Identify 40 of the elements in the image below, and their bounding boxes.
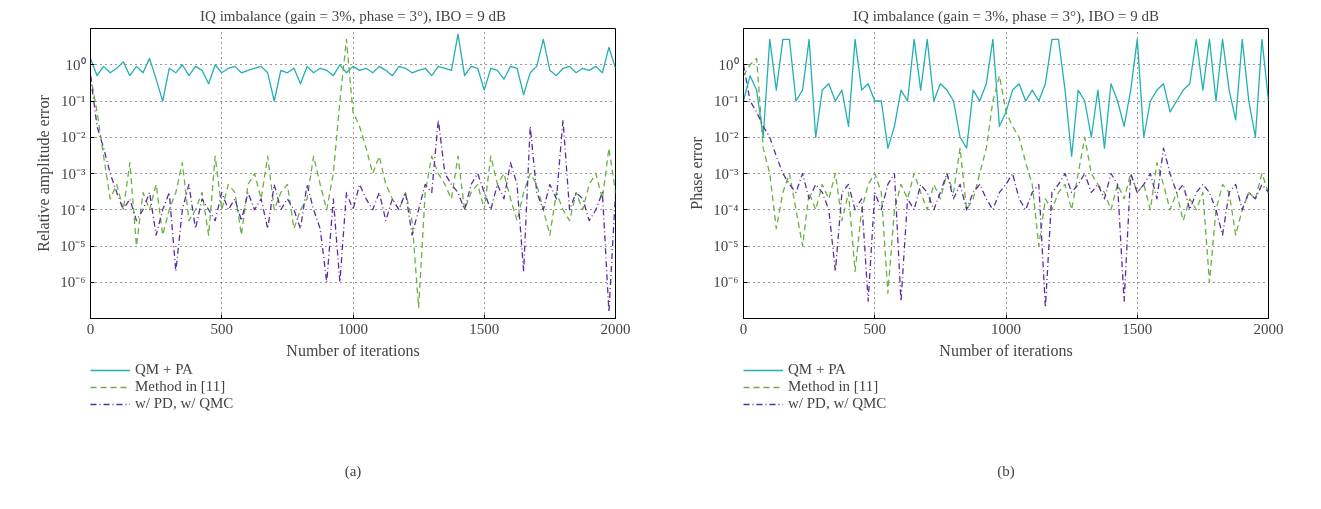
x-tick-label: 500	[210, 320, 233, 337]
line-series	[743, 38, 1269, 157]
legend-label: Method in [11]	[788, 378, 879, 395]
legend-label: QM + PA	[135, 361, 193, 378]
y-axis-title: Phase error	[688, 136, 706, 210]
x-axis-title: Number of iterations	[286, 341, 420, 359]
y-tick-label: 10⁻³	[61, 165, 86, 182]
chart-title: IQ imbalance (gain = 3%, phase = 3°), IBO = 9 dB	[200, 7, 506, 25]
x-tick-label: 0	[86, 320, 95, 337]
y-tick-label: 10⁻²	[61, 129, 86, 146]
x-tick-label: 1000	[991, 320, 1021, 337]
text: (b)	[997, 463, 1015, 481]
legend-label: w/ PD, w/ QMC	[135, 395, 234, 412]
y-tick-label: 10⁻⁵	[713, 238, 739, 254]
y-tick-label: 10⁻¹	[61, 93, 86, 109]
y-tick-label: 10⁻⁵	[60, 238, 86, 254]
y-tick-label: 10⁻⁴	[60, 201, 86, 218]
x-tick-label: 0	[739, 320, 748, 337]
legend-label: QM + PA	[788, 361, 846, 378]
y-tick-label: 10⁰	[65, 56, 86, 73]
y-tick-label: 10⁻¹	[714, 93, 739, 109]
legend-label: w/ PD, w/ QMC	[788, 395, 887, 412]
line-series	[90, 33, 616, 102]
y-tick-label: 10⁻³	[714, 165, 739, 182]
x-axis-title: Number of iterations	[939, 341, 1073, 359]
x-tick-label: 500	[863, 320, 886, 337]
y-tick-label: 10⁻⁶	[713, 274, 739, 291]
x-tick-label: 1500	[1122, 320, 1153, 337]
x-tick-label: 1000	[338, 320, 368, 337]
text: (a)	[344, 463, 362, 481]
legend-label: Method in [11]	[135, 378, 226, 395]
x-tick-label: 1500	[469, 320, 500, 337]
y-tick-label: 10⁻⁶	[60, 274, 86, 291]
y-tick-label: 10⁻⁴	[713, 201, 739, 218]
x-tick-label: 2000	[600, 320, 631, 337]
y-tick-label: 10⁰	[718, 56, 739, 73]
y-tick-label: 10⁻²	[714, 129, 739, 146]
chart-title: IQ imbalance (gain = 3%, phase = 3°), IBO = 9 dB	[853, 7, 1159, 25]
y-axis-title: Relative amplitude error	[35, 94, 54, 252]
x-tick-label: 2000	[1253, 320, 1284, 337]
